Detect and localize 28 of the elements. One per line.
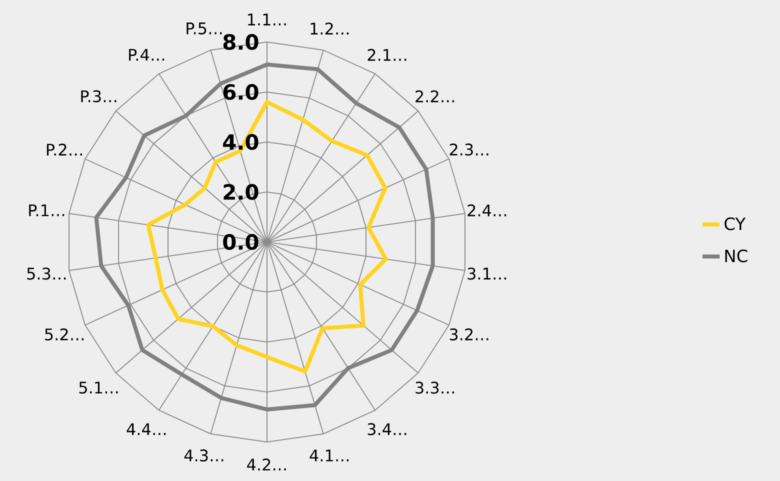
legend-label: NC [725, 249, 748, 262]
spoke-label: 2.3… [450, 144, 488, 156]
spoke-label: P.5… [186, 22, 222, 34]
spoke-label: 3.2… [450, 328, 488, 340]
y-tick-label: 6.0 [223, 84, 258, 100]
y-tick-label: 0.0 [223, 234, 258, 250]
y-tick-label: 8.0 [223, 34, 258, 50]
spoke-label: 1.1… [248, 14, 286, 26]
spoke-label: 2.2… [416, 90, 454, 102]
spoke-label: 1.2… [310, 22, 349, 34]
spoke-label: 4.4… [126, 423, 166, 435]
spoke-label: P.1… [29, 204, 64, 216]
spoke-label: 3.3… [416, 382, 454, 394]
spoke-label: 3.4… [368, 423, 406, 436]
spoke-label: P.4… [129, 48, 164, 61]
y-tick-label: 2.0 [224, 184, 258, 200]
spoke-label: 2.4… [468, 204, 506, 216]
spoke-label: 5.3… [27, 268, 66, 280]
spoke-label: 4.2… [247, 458, 286, 470]
spoke-label: 2.1… [368, 48, 406, 61]
spoke-label: 5.2… [45, 328, 84, 340]
spoke-label: P.3… [81, 90, 116, 102]
legend-label: CY [724, 217, 746, 230]
spoke-label: 3.1… [468, 268, 506, 280]
spoke-label: 4.3… [184, 449, 224, 462]
spoke-label: P.2… [46, 144, 82, 156]
spoke-label: 4.1… [310, 450, 349, 462]
spoke-label: 5.1… [79, 382, 118, 394]
